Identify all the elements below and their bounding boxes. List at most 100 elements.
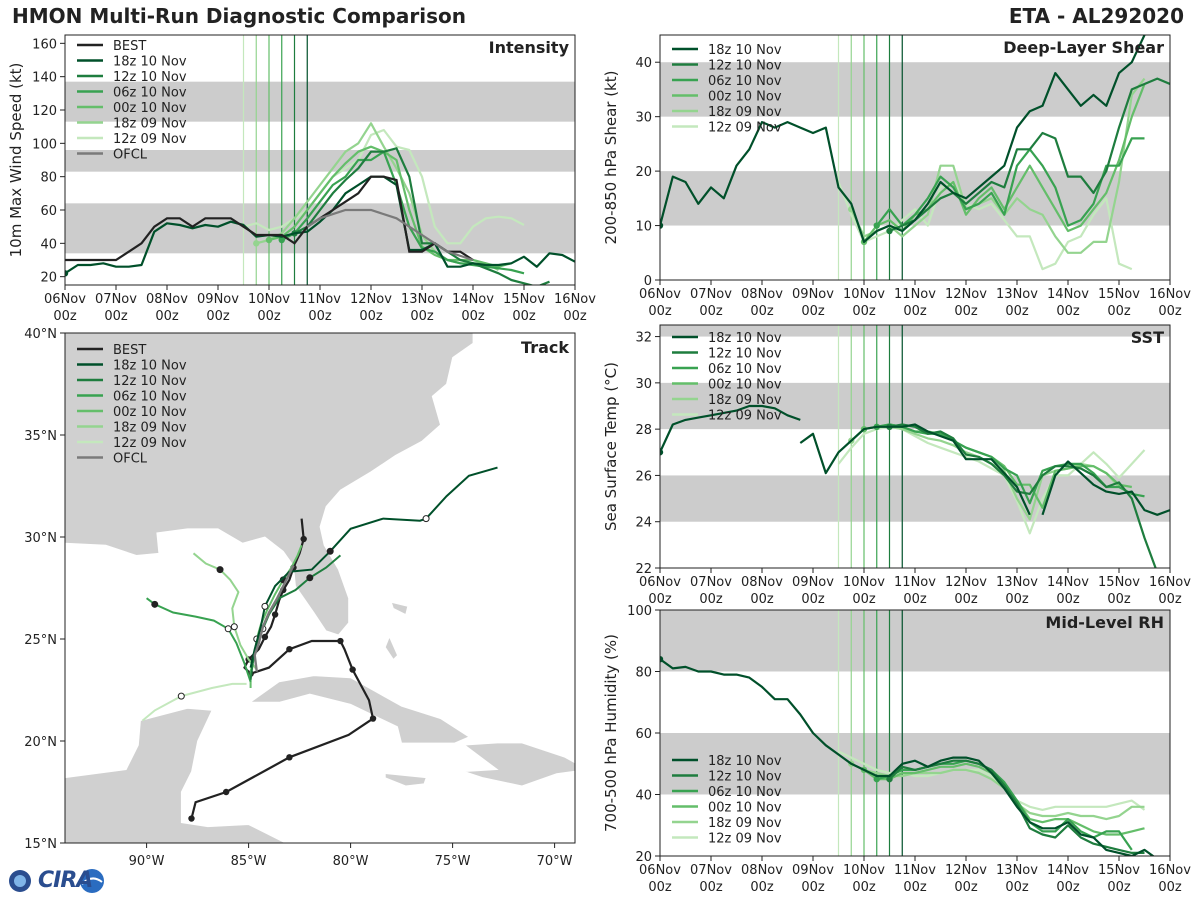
y-tick-label: 60 bbox=[635, 727, 652, 742]
best-track-line bbox=[65, 175, 474, 262]
land-hispaniola bbox=[463, 742, 575, 787]
x-tick-sublabel: 00z bbox=[1005, 592, 1029, 607]
x-tick-label: 12Nov bbox=[945, 863, 987, 878]
series-line-12z-09-nov bbox=[243, 128, 525, 245]
legend-label: 00z 10 Nov bbox=[113, 101, 187, 116]
legend-label: 06z 10 Nov bbox=[113, 390, 187, 405]
x-tick-label: 14Nov bbox=[452, 292, 494, 307]
x-tick-label: 07Nov bbox=[690, 287, 732, 302]
x-tick-label: 09Nov bbox=[792, 287, 834, 302]
x-tick-sublabel: 00z bbox=[512, 309, 536, 324]
x-tick-sublabel: 00z bbox=[903, 880, 927, 895]
track-point bbox=[326, 547, 334, 555]
shaded-band bbox=[660, 475, 1170, 522]
x-tick-label: 06Nov bbox=[639, 575, 681, 590]
series-line-18z-09-nov bbox=[850, 77, 1146, 254]
x-tick-label: 06Nov bbox=[44, 292, 86, 307]
best-track-point bbox=[369, 715, 377, 722]
x-tick-sublabel: 00z bbox=[750, 304, 774, 319]
best-track-point bbox=[349, 666, 356, 673]
x-tick-sublabel: 00z bbox=[903, 304, 927, 319]
legend-label: 06z 10 Nov bbox=[708, 785, 782, 800]
track-point bbox=[306, 574, 314, 582]
series-line-06z-10-nov bbox=[875, 137, 1145, 227]
x-tick-label: 08Nov bbox=[146, 292, 188, 307]
y-tick-label: 160 bbox=[32, 37, 57, 52]
x-tick-sublabel: 00z bbox=[206, 309, 230, 324]
x-tick-label: 16Nov bbox=[1149, 863, 1191, 878]
y-tick-label: 30 bbox=[635, 111, 652, 126]
legend-label: 18z 10 Nov bbox=[113, 359, 187, 374]
x-tick-label: 09Nov bbox=[792, 863, 834, 878]
lon-tick-label: 70°W bbox=[537, 854, 573, 869]
x-tick-label: 08Nov bbox=[741, 863, 783, 878]
y-tick-label: 40 bbox=[40, 237, 57, 252]
y-tick-label: 22 bbox=[635, 562, 652, 577]
x-tick-sublabel: 00z bbox=[1056, 592, 1080, 607]
legend-label: 06z 10 Nov bbox=[708, 362, 782, 377]
series-start-point bbox=[65, 270, 69, 277]
land-jamaica bbox=[384, 773, 427, 787]
track-point bbox=[177, 692, 185, 700]
x-tick-label: 10Nov bbox=[248, 292, 290, 307]
y-axis-label: 10m Max Wind Speed (kt) bbox=[7, 63, 25, 258]
x-tick-label: 06Nov bbox=[639, 863, 681, 878]
x-tick-label: 09Nov bbox=[197, 292, 239, 307]
best-track-point bbox=[271, 611, 279, 618]
plot-area bbox=[660, 325, 1170, 568]
x-tick-sublabel: 00z bbox=[410, 309, 434, 324]
y-tick-label: 0 bbox=[644, 274, 652, 289]
track-06z-10-nov bbox=[146, 597, 252, 683]
legend-label: 12z 10 Nov bbox=[113, 70, 187, 85]
y-tick-label: 20 bbox=[635, 165, 652, 180]
x-tick-label: 11Nov bbox=[894, 863, 936, 878]
legend-label: 12z 10 Nov bbox=[708, 59, 782, 74]
x-tick-sublabel: 00z bbox=[155, 309, 179, 324]
series-start-point bbox=[886, 227, 893, 235]
best-track-point bbox=[188, 815, 195, 822]
series-start-point bbox=[886, 775, 893, 783]
legend-label: 18z 09 Nov bbox=[708, 105, 782, 120]
panel-mid-level-rh: 20 40 60 80 100 06Nov 00z 07Nov 00z 08Nov 00z 09Nov… bbox=[602, 604, 1191, 895]
x-tick-sublabel: 00z bbox=[852, 592, 876, 607]
best-track-path bbox=[190, 518, 375, 819]
legend-label: 12z 09 Nov bbox=[113, 132, 187, 147]
series-line-18z-10-nov bbox=[660, 404, 1170, 516]
legend-label: 18z 10 Nov bbox=[708, 754, 782, 769]
legend-label: 18z 10 Nov bbox=[708, 331, 782, 346]
legend-label: 00z 10 Nov bbox=[708, 378, 782, 393]
shaded-band bbox=[65, 81, 575, 122]
cira-logo-icon bbox=[9, 869, 104, 893]
lon-tick-label: 90°W bbox=[129, 854, 165, 869]
y-tick-label: 30 bbox=[635, 377, 652, 392]
track-point bbox=[230, 623, 238, 631]
track-point bbox=[224, 625, 232, 633]
x-tick-label: 15Nov bbox=[503, 292, 545, 307]
lon-tick-label: 80°W bbox=[333, 854, 369, 869]
x-tick-sublabel: 00z bbox=[801, 880, 825, 895]
y-tick-label: 10 bbox=[635, 220, 652, 235]
series-line-18z-09-nov bbox=[850, 762, 1145, 821]
legend-label: 00z 10 Nov bbox=[708, 90, 782, 105]
y-tick-label: 20 bbox=[40, 271, 57, 286]
ofcl-track-path bbox=[253, 565, 295, 672]
legend-label: 12z 09 Nov bbox=[708, 409, 782, 424]
panel-track: 90°W 85°W 80°W 75°W 70°W 15°N 20°N 25°N 30°N 35°N… bbox=[24, 327, 576, 869]
panel-deep-layer-shear: 0 10 20 30 40 06Nov 00z 07Nov 00z 08Nov 00z 09Nov 00… bbox=[602, 34, 1191, 319]
x-tick-sublabel: 00z bbox=[1056, 304, 1080, 319]
y-tick-label: 80 bbox=[635, 666, 652, 681]
x-tick-label: 13Nov bbox=[996, 863, 1038, 878]
lon-tick-label: 75°W bbox=[435, 854, 471, 869]
y-tick-label: 80 bbox=[40, 171, 57, 186]
shaded-band bbox=[65, 150, 575, 172]
series-line-18z-10-nov bbox=[65, 175, 575, 275]
legend-label: 00z 10 Nov bbox=[113, 405, 187, 420]
y-tick-label: 20 bbox=[635, 850, 652, 865]
x-tick-label: 11Nov bbox=[894, 287, 936, 302]
y-axis-label: Sea Surface Temp (°C) bbox=[602, 362, 620, 531]
x-tick-label: 11Nov bbox=[894, 575, 936, 590]
x-tick-label: 07Nov bbox=[95, 292, 137, 307]
x-tick-label: 15Nov bbox=[1098, 863, 1140, 878]
